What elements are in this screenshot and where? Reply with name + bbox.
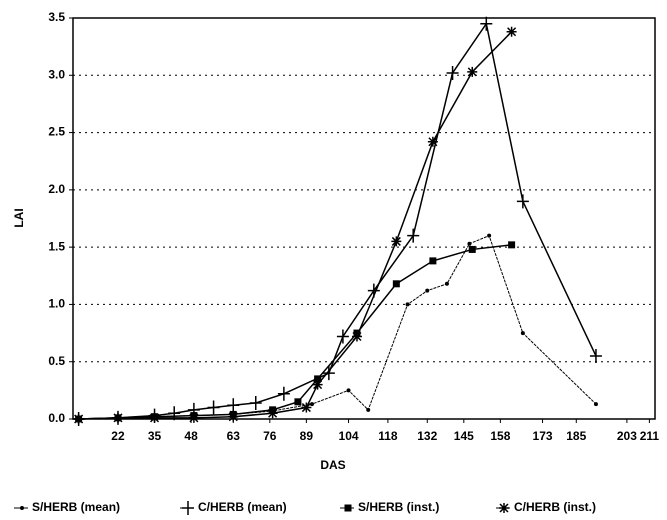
- series-line: [78, 31, 513, 420]
- x-tick-label: 173: [533, 429, 553, 443]
- point: [277, 386, 290, 401]
- point: [188, 412, 199, 423]
- point: [405, 302, 410, 307]
- legend-marker: [182, 501, 194, 515]
- point: [227, 398, 240, 413]
- x-tick-label: 118: [378, 429, 398, 443]
- legend-label: S/HERB (mean): [32, 500, 120, 514]
- point: [446, 65, 459, 80]
- point: [346, 388, 351, 393]
- point: [520, 331, 525, 336]
- point: [228, 411, 239, 422]
- point: [112, 412, 123, 423]
- point: [516, 194, 529, 209]
- series-line: [78, 235, 597, 420]
- point: [392, 280, 400, 288]
- point: [366, 407, 371, 412]
- point: [314, 375, 322, 383]
- point: [391, 236, 402, 247]
- point: [444, 281, 449, 286]
- y-tick-label: 0.0: [48, 411, 65, 425]
- point: [336, 329, 349, 344]
- y-tick-label: 1.5: [48, 239, 65, 253]
- point: [301, 402, 312, 413]
- point: [467, 241, 472, 246]
- point: [480, 16, 493, 31]
- x-tick-label: 145: [454, 429, 474, 443]
- point: [425, 288, 430, 293]
- point: [73, 414, 84, 424]
- point: [407, 228, 420, 243]
- series-line: [78, 244, 512, 420]
- point: [506, 26, 517, 37]
- x-tick-label: 63: [227, 429, 241, 443]
- plot-frame: [72, 17, 656, 420]
- legend-marker: [20, 506, 24, 510]
- point: [207, 400, 220, 415]
- y-axis-label: LAI: [12, 208, 26, 227]
- y-tick-label: 0.5: [48, 354, 65, 368]
- point: [351, 331, 362, 342]
- point: [589, 348, 602, 363]
- x-tick-label: 22: [111, 429, 125, 443]
- x-tick-label: 132: [417, 429, 437, 443]
- point: [508, 241, 516, 249]
- point: [593, 402, 598, 407]
- y-tick-label: 2.5: [48, 125, 65, 139]
- point: [468, 245, 476, 253]
- point: [429, 257, 437, 265]
- x-tick-label: 89: [300, 429, 314, 443]
- legend-label: S/HERB (inst.): [358, 500, 439, 514]
- point: [322, 366, 335, 381]
- x-axis-label: DAS: [320, 458, 345, 472]
- legend-label: C/HERB (mean): [198, 500, 287, 514]
- point: [487, 233, 492, 238]
- legend-marker: [344, 504, 352, 512]
- x-tick-label: 185: [566, 429, 586, 443]
- point: [294, 398, 302, 406]
- point: [309, 402, 314, 407]
- y-tick-label: 2.0: [48, 182, 65, 196]
- y-tick-label: 3.0: [48, 67, 65, 81]
- x-tick-label: 48: [184, 429, 198, 443]
- x-tick-label: 211: [640, 429, 660, 443]
- point: [249, 395, 262, 410]
- x-tick-label: 203: [617, 429, 637, 443]
- legend-label: C/HERB (inst.): [514, 500, 596, 514]
- point: [267, 408, 278, 419]
- y-tick-label: 3.5: [48, 10, 65, 24]
- y-tick-label: 1.0: [48, 297, 65, 311]
- point: [149, 412, 160, 423]
- point: [312, 379, 323, 390]
- x-tick-label: 104: [339, 429, 359, 443]
- x-tick-label: 76: [263, 429, 277, 443]
- point: [467, 66, 478, 77]
- x-tick-label: 158: [490, 429, 510, 443]
- point: [427, 136, 438, 147]
- legend-marker: [499, 503, 509, 513]
- x-tick-label: 35: [148, 429, 162, 443]
